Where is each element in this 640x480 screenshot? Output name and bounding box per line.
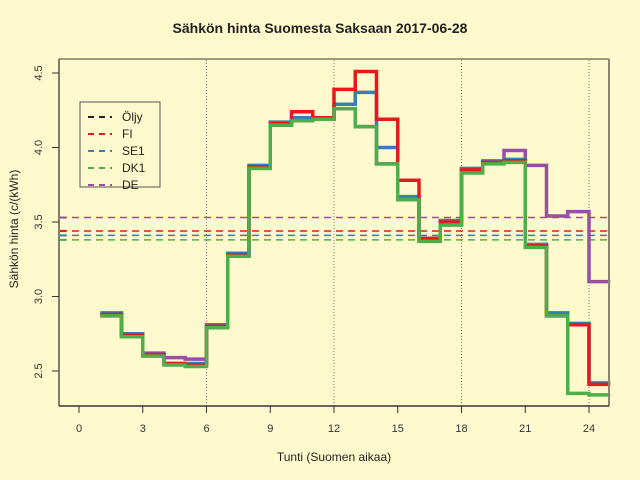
price-series [100, 69, 611, 397]
y-tick-label: 4.5 [33, 65, 45, 80]
legend: Öljy FI SE1 DK1 DE [79, 101, 161, 192]
legend-entry: Öljy [122, 110, 143, 124]
legend-entry: DE [122, 178, 139, 192]
x-tick-label: 0 [76, 423, 82, 435]
y-tick-label: 4.0 [33, 140, 45, 155]
legend-entry: FI [122, 127, 133, 141]
y-axis: 2.5 3.0 3.5 4.0 4.5 [33, 65, 66, 379]
series-SE1 [100, 90, 611, 385]
x-tick-label: 9 [267, 423, 273, 435]
chart-title: Sähkön hinta Suomesta Saksaan 2017-06-28 [172, 20, 468, 36]
legend-entry: DK1 [122, 161, 146, 175]
y-tick-label: 2.5 [33, 363, 45, 378]
x-axis-label: Tunti (Suomen aikaa) [276, 450, 392, 464]
x-tick-label: 18 [455, 423, 467, 435]
series-DK1 [100, 107, 611, 397]
average-lines [60, 216, 608, 241]
x-tick-label: 15 [392, 423, 404, 435]
dotted-hour-markers [206, 60, 590, 405]
x-axis: 0 3 6 9 12 15 18 21 24 [76, 406, 595, 435]
x-tick-label: 21 [519, 423, 531, 435]
legend-entry: SE1 [122, 144, 145, 158]
y-tick-label: 3.5 [33, 214, 45, 229]
x-tick-label: 6 [203, 423, 209, 435]
y-tick-label: 3.0 [33, 289, 45, 304]
series-DE [100, 107, 611, 361]
x-tick-label: 3 [140, 423, 146, 435]
x-tick-label: 24 [583, 423, 595, 435]
x-tick-label: 12 [328, 423, 340, 435]
